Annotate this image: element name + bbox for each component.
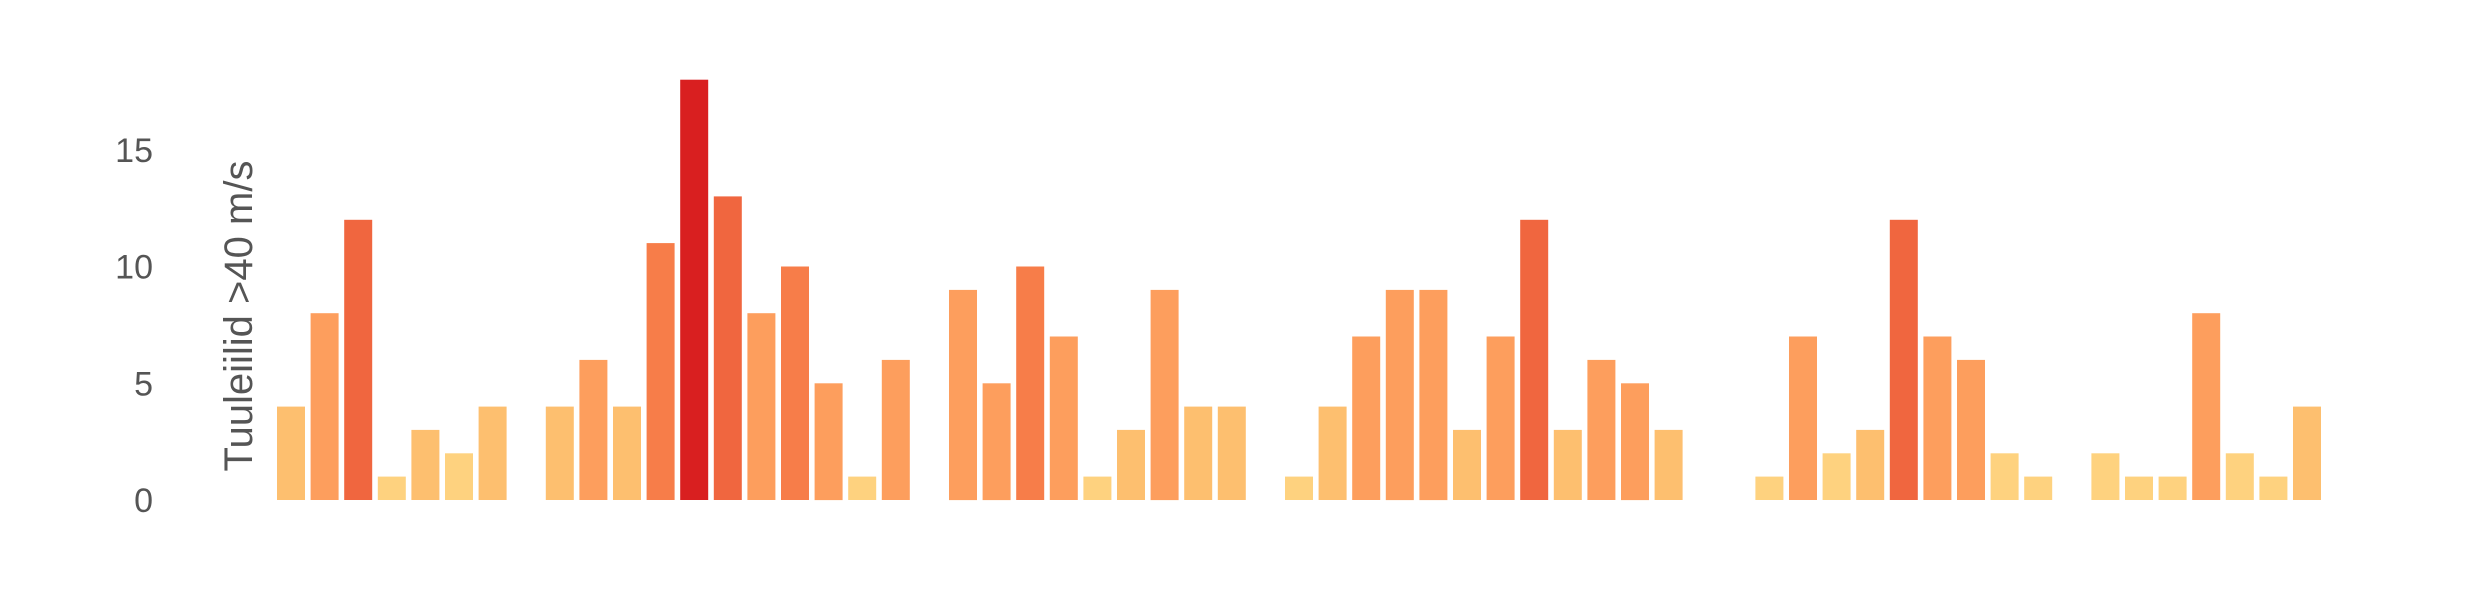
bar [713,196,742,500]
bar [1217,406,1246,500]
bar [1352,336,1381,500]
bar [579,359,608,500]
bar [377,476,406,500]
bar [545,406,574,500]
bar [1150,289,1179,501]
bar [1957,359,1985,500]
bar [1016,266,1045,500]
y-tick-label: 15 [115,132,153,170]
bar [646,243,675,500]
y-tick-label: 5 [134,365,153,403]
bar [2293,406,2321,500]
bar [411,429,440,500]
y-axis-title: Tuuleiilid >40 m/s [217,161,261,472]
bar [445,453,473,500]
bar [2091,453,2120,500]
bar [1889,219,1918,501]
bar [1923,336,1952,500]
bar [1318,406,1347,500]
bar [2024,476,2053,500]
bar [1990,453,2019,500]
bar [982,383,1011,501]
bar [1621,383,1649,501]
bar [1117,429,1145,500]
bar [1755,476,1784,500]
bar [1789,336,1817,500]
y-axis-ticks: 0 5 10 15 [115,132,153,520]
bar [2225,453,2254,500]
bar [310,313,339,500]
bar [2125,476,2153,500]
bar [613,406,641,500]
bar [2192,313,2221,500]
bar [344,219,373,501]
bar [949,289,977,501]
bar [1419,289,1448,501]
bar [680,79,709,500]
bar [1285,476,1313,500]
bar [1654,429,1683,500]
bar [1453,429,1481,500]
bar [781,266,809,500]
bar [1083,476,1112,500]
bar [814,383,843,501]
bar [1587,359,1616,500]
bar [1856,429,1885,500]
bar [1822,453,1851,500]
bar [1184,406,1213,500]
bar [2259,476,2288,500]
y-tick-label: 0 [134,482,153,520]
bar [1520,219,1549,501]
bar [1553,429,1582,500]
bar [1486,336,1515,500]
bar [478,406,507,500]
bar [2158,476,2187,500]
bar [747,313,776,500]
bar [881,359,910,500]
y-tick-label: 10 [115,249,153,287]
bar [1385,289,1414,501]
bars [277,79,2321,501]
bar [848,476,877,500]
bar [277,406,305,500]
bar [1049,336,1078,500]
